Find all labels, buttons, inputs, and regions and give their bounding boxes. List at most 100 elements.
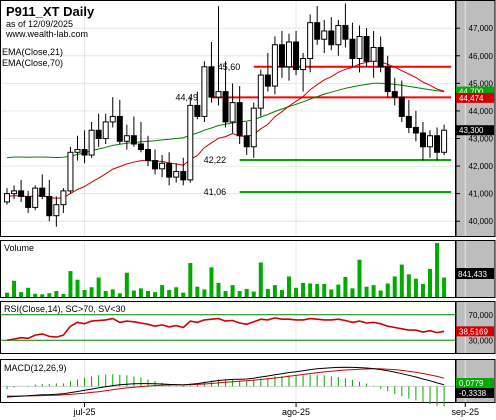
tag-bg bbox=[456, 125, 494, 136]
candle-body bbox=[67, 151, 74, 192]
candle bbox=[11, 185, 18, 200]
candle bbox=[391, 77, 398, 106]
candle-body bbox=[384, 66, 391, 93]
tag-bg bbox=[456, 86, 494, 97]
volume-bar bbox=[124, 272, 129, 297]
candle-body bbox=[145, 149, 151, 162]
macd-tag-bg bbox=[456, 388, 494, 398]
macd-panel bbox=[0, 359, 456, 403]
candle bbox=[60, 188, 67, 213]
candle bbox=[412, 110, 419, 142]
candle bbox=[201, 61, 208, 122]
volume-bar bbox=[364, 286, 369, 297]
volume-bar bbox=[343, 277, 348, 297]
volume-bar bbox=[223, 291, 228, 297]
volume-bar bbox=[399, 264, 404, 297]
candle bbox=[180, 157, 187, 186]
candle-body bbox=[81, 149, 88, 156]
volume-bar bbox=[146, 291, 150, 297]
candle bbox=[342, 3, 349, 48]
candle bbox=[67, 146, 74, 194]
candle-body bbox=[137, 143, 144, 151]
volume-bar bbox=[110, 289, 115, 297]
support-level-label: 41,06 bbox=[204, 187, 227, 197]
candle bbox=[377, 36, 384, 73]
candle-body bbox=[314, 22, 321, 40]
candle bbox=[81, 130, 88, 164]
candle bbox=[32, 185, 39, 211]
candle bbox=[271, 36, 278, 95]
volume-tag-label: 841,433 bbox=[458, 270, 487, 279]
price-tick-label: 43,000 bbox=[469, 134, 494, 143]
candle-body bbox=[328, 30, 335, 46]
candle-body bbox=[201, 66, 208, 117]
volume-bar bbox=[75, 279, 80, 297]
volume-bar bbox=[12, 280, 17, 297]
candle-body bbox=[32, 187, 39, 208]
candle-body bbox=[243, 135, 250, 148]
candle-body bbox=[102, 121, 109, 139]
candle-body bbox=[286, 41, 292, 68]
rsi-title: RSI(Close,14), SC>70, SV<30 bbox=[4, 304, 126, 314]
price-tick-label: 41,000 bbox=[469, 190, 494, 199]
volume-bar bbox=[19, 292, 24, 297]
candle bbox=[74, 135, 81, 161]
candle bbox=[328, 17, 335, 51]
tag-label: 44,474 bbox=[459, 94, 484, 103]
volume-bar bbox=[103, 291, 108, 297]
candle bbox=[222, 61, 229, 128]
candle-body bbox=[25, 195, 32, 208]
volume-tag-bg bbox=[456, 268, 494, 279]
rsi-tick-label: 30,000 bbox=[469, 336, 494, 345]
volume-bar bbox=[174, 287, 179, 297]
volume-bar bbox=[308, 283, 313, 297]
source-site: www.wealth-lab.com bbox=[5, 29, 88, 39]
volume-bar bbox=[272, 285, 277, 297]
volume-bar bbox=[160, 285, 165, 297]
volume-bar bbox=[181, 292, 186, 297]
volume-bar bbox=[47, 293, 52, 297]
volume-bar bbox=[96, 277, 101, 297]
macd-tag-label: -0,3338 bbox=[459, 389, 487, 398]
price-tick-label: 40,000 bbox=[469, 217, 494, 226]
volume-bar bbox=[202, 289, 207, 297]
volume-bar bbox=[258, 262, 263, 297]
candle-body bbox=[194, 104, 201, 117]
candle-body bbox=[412, 126, 419, 134]
volume-bar bbox=[188, 262, 193, 297]
candle bbox=[46, 179, 53, 222]
candle-body bbox=[208, 66, 215, 98]
candle-body bbox=[53, 204, 60, 217]
candle-body bbox=[236, 102, 243, 137]
volume-bar bbox=[54, 291, 59, 297]
candle bbox=[335, 19, 342, 56]
candle-body bbox=[264, 74, 271, 87]
candle bbox=[349, 22, 356, 67]
candle-body bbox=[166, 162, 173, 178]
candle-body bbox=[356, 35, 363, 60]
support-level-label: 42,22 bbox=[204, 155, 227, 165]
candle bbox=[39, 174, 46, 200]
volume-bar bbox=[350, 288, 355, 297]
candle bbox=[419, 121, 426, 161]
price-tag-black: 43,300 bbox=[456, 125, 494, 136]
candle-body bbox=[4, 193, 10, 203]
volume-bar bbox=[117, 293, 122, 297]
candle bbox=[123, 124, 130, 150]
candle bbox=[300, 53, 307, 92]
candle-body bbox=[39, 187, 46, 197]
candle bbox=[363, 28, 370, 67]
candle-body bbox=[123, 135, 130, 142]
volume-title: Volume bbox=[4, 243, 34, 253]
candle bbox=[243, 121, 250, 156]
volume-bar bbox=[68, 271, 73, 297]
candle bbox=[187, 97, 194, 183]
candle-body bbox=[222, 91, 229, 123]
volume-bar bbox=[26, 287, 31, 297]
price-tag-green: 44,700 bbox=[456, 86, 494, 97]
macd-tag-bg bbox=[456, 378, 494, 388]
candle bbox=[250, 102, 257, 158]
